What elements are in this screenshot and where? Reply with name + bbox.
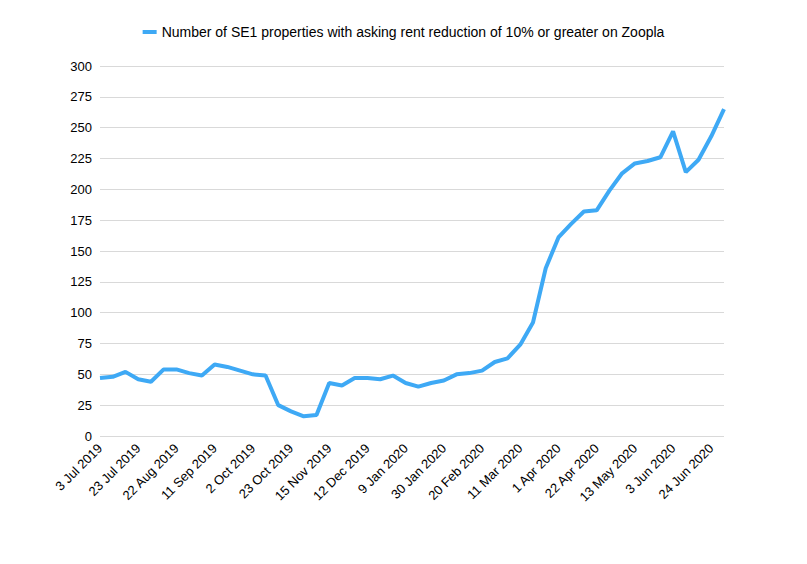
svg-text:11 Sep 2019: 11 Sep 2019 xyxy=(157,440,220,503)
svg-text:23 Oct 2019: 23 Oct 2019 xyxy=(235,440,297,502)
svg-text:3 Jun 2020: 3 Jun 2020 xyxy=(622,440,679,497)
svg-text:30 Jan 2020: 30 Jan 2020 xyxy=(388,440,450,502)
svg-text:11 Mar 2020: 11 Mar 2020 xyxy=(464,440,526,503)
svg-text:175: 175 xyxy=(70,213,92,228)
svg-text:100: 100 xyxy=(70,305,92,320)
svg-text:15 Nov 2019: 15 Nov 2019 xyxy=(271,440,335,504)
svg-text:12 Dec 2019: 12 Dec 2019 xyxy=(310,440,373,504)
svg-text:20 Feb 2020: 20 Feb 2020 xyxy=(425,440,488,503)
svg-text:22 Apr 2020: 22 Apr 2020 xyxy=(541,440,602,501)
svg-text:25: 25 xyxy=(78,398,92,413)
svg-text:200: 200 xyxy=(70,182,92,197)
svg-text:Number of SE1 properties with: Number of SE1 properties with asking ren… xyxy=(162,24,665,40)
svg-text:0: 0 xyxy=(85,429,92,444)
svg-text:250: 250 xyxy=(70,120,92,135)
svg-text:125: 125 xyxy=(70,274,92,289)
svg-text:9 Jan 2020: 9 Jan 2020 xyxy=(354,440,411,497)
svg-text:50: 50 xyxy=(78,367,92,382)
svg-text:2 Oct 2019: 2 Oct 2019 xyxy=(202,440,259,497)
svg-text:23 Jul 2019: 23 Jul 2019 xyxy=(85,440,144,499)
svg-text:3 Jul 2019: 3 Jul 2019 xyxy=(52,440,106,494)
svg-text:13 May 2020: 13 May 2020 xyxy=(576,440,641,505)
svg-text:1 Apr 2020: 1 Apr 2020 xyxy=(508,440,564,496)
svg-text:225: 225 xyxy=(70,151,92,166)
svg-text:275: 275 xyxy=(70,89,92,104)
svg-text:300: 300 xyxy=(70,59,92,74)
svg-text:22 Aug 2019: 22 Aug 2019 xyxy=(119,440,182,503)
svg-text:75: 75 xyxy=(78,336,92,351)
svg-text:24 Jun 2020: 24 Jun 2020 xyxy=(655,441,716,502)
svg-text:150: 150 xyxy=(70,244,92,259)
